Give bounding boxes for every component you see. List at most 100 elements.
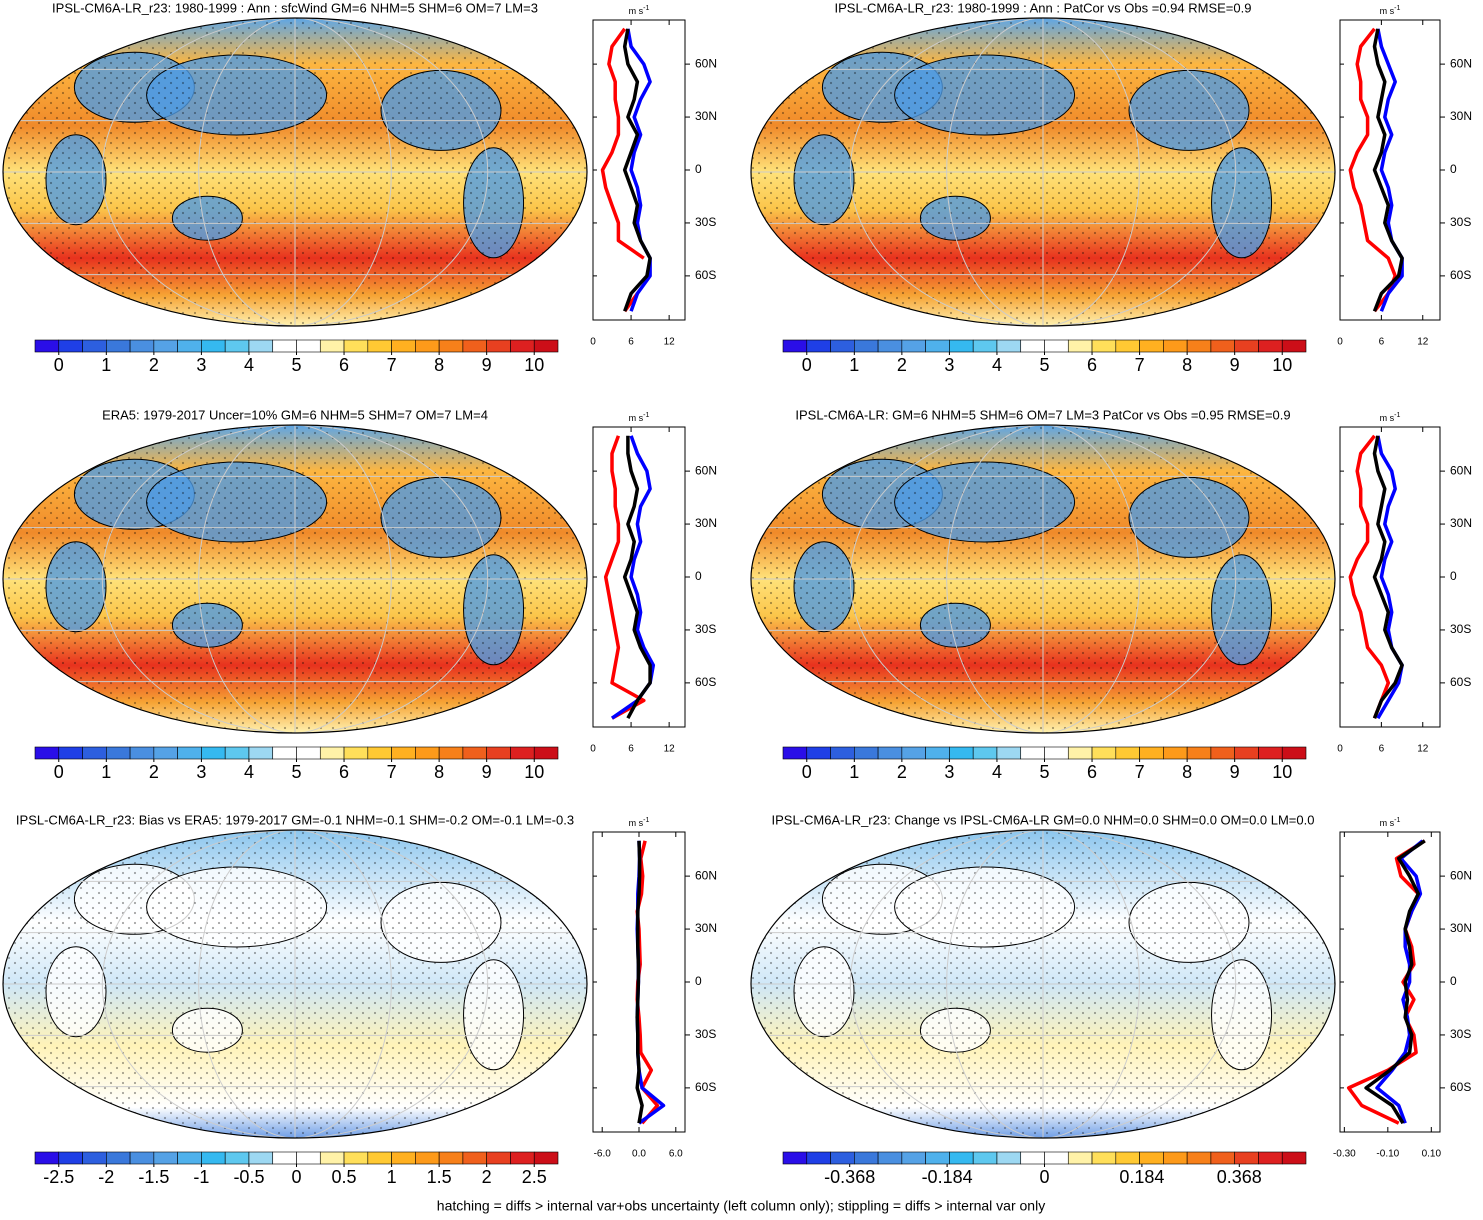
panel-title: IPSL-CM6A-LR_r23: Change vs IPSL-CM6A-LR…: [772, 812, 1315, 827]
colorbar-box: [877, 1151, 903, 1165]
colorbar-box: [129, 1151, 155, 1165]
y-tick-label: 30N: [695, 921, 717, 935]
colorbar-box: [854, 746, 879, 760]
colorbar-box: [925, 1151, 950, 1165]
colorbar-box: [272, 1151, 297, 1165]
profile-frame: [1339, 831, 1441, 1133]
x-tick-label: 0: [590, 744, 596, 755]
colorbar-label: 5: [1039, 355, 1049, 375]
x-tick-label: 6: [1379, 744, 1385, 755]
map-border: [2, 424, 588, 734]
colorbar-box: [462, 746, 487, 760]
profile-line: [1364, 839, 1426, 1125]
colorbar-box: [248, 339, 274, 353]
colorbar-box: [391, 1151, 416, 1165]
colorbar-box: [438, 746, 464, 760]
colorbar-label: -0.184: [922, 1167, 973, 1187]
colorbar-label: 0.5: [332, 1167, 357, 1187]
colorbar-box: [438, 1151, 464, 1165]
units-exp: -1: [643, 817, 649, 824]
panel-title: IPSL-CM6A-LR: GM=6 NHM=5 SHM=6 OM=7 LM=3…: [795, 407, 1290, 422]
colorbar-box: [806, 746, 831, 760]
map-border: [750, 17, 1336, 327]
colorbar-label: 0.184: [1119, 1167, 1164, 1187]
colorbar-box: [1234, 746, 1259, 760]
graticule: [101, 18, 489, 326]
colorbar-box: [949, 746, 974, 760]
graticule: [198, 18, 392, 326]
units-base: m s: [1380, 6, 1395, 16]
y-tick-label: 30S: [695, 622, 716, 636]
colorbar-label: 6: [1087, 355, 1097, 375]
colorbar-box: [1163, 339, 1188, 353]
colorbar-box: [129, 746, 155, 760]
colorbar-box: [224, 1151, 250, 1165]
colorbar-box: [129, 339, 155, 353]
y-tick-label: 60N: [695, 56, 717, 70]
colorbar-label: 4: [992, 762, 1002, 782]
profile-frame: [1339, 426, 1441, 728]
colorbar-box: [949, 339, 974, 353]
colorbar-box: [34, 339, 60, 353]
units-base: m s: [629, 818, 644, 828]
y-tick-label: 30S: [1450, 1027, 1471, 1041]
map-border: [2, 17, 588, 327]
profile-units: m s-1: [1380, 412, 1401, 424]
colorbar-box: [1163, 1151, 1188, 1165]
map-overlay: [3, 425, 587, 733]
colorbar-box: [925, 746, 950, 760]
graticule: [946, 830, 1140, 1138]
colorbar-box: [1067, 746, 1093, 760]
y-tick-label: 60S: [1450, 675, 1471, 689]
y-tick-label: 30S: [695, 215, 716, 229]
y-tick-label: 30N: [1450, 921, 1472, 935]
map-border: [2, 829, 588, 1139]
colorbar-box: [34, 746, 60, 760]
panel-title: ERA5: 1979-2017 Uncer=10% GM=6 NHM=5 SHM…: [102, 407, 488, 422]
colorbar-box: [224, 339, 250, 353]
colorbar-box: [533, 339, 559, 353]
y-tick-label: 60S: [695, 268, 716, 282]
profile-line: [635, 840, 644, 1124]
colorbar-label: 2.5: [522, 1167, 547, 1187]
colorbar-box: [996, 746, 1022, 760]
profile-line: [1372, 435, 1404, 719]
graticule: [198, 425, 392, 733]
units-base: m s: [1380, 413, 1395, 423]
colorbar-box: [343, 339, 369, 353]
colorbar-box: [296, 1151, 321, 1165]
colorbar-box: [1163, 746, 1188, 760]
y-tick-label: 60S: [695, 675, 716, 689]
colorbar-box: [925, 339, 950, 353]
colorbar-label: -1: [193, 1167, 209, 1187]
colorbar-box: [224, 746, 250, 760]
x-tick-label: 0: [1337, 744, 1343, 755]
profile-line: [1372, 28, 1404, 312]
x-tick-label: -0.30: [1333, 1149, 1356, 1160]
colorbar-box: [830, 339, 855, 353]
colorbar-box: [1115, 746, 1140, 760]
colorbar-box: [1139, 339, 1164, 353]
colorbar-box: [1139, 746, 1164, 760]
colorbar-box: [58, 339, 83, 353]
colorbar-box: [782, 1151, 808, 1165]
y-tick-label: 30N: [1450, 109, 1472, 123]
y-tick-label: 0: [1450, 974, 1457, 988]
x-tick-label: 6: [1379, 337, 1385, 348]
colorbar-box: [391, 746, 416, 760]
map: [2, 829, 588, 1139]
colorbar-label: 7: [1135, 355, 1145, 375]
x-tick-label: -0.10: [1376, 1149, 1399, 1160]
colorbar-label: 10: [524, 355, 544, 375]
profile-frame: [592, 19, 686, 321]
map-overlay: [3, 18, 587, 326]
y-tick-label: 0: [695, 569, 702, 583]
profile-line: [1375, 839, 1424, 1124]
colorbar-box: [877, 746, 903, 760]
colorbar-label: 10: [1272, 355, 1292, 375]
colorbar-box: [343, 746, 369, 760]
colorbar-box: [510, 1151, 535, 1165]
colorbar-box: [1020, 339, 1045, 353]
colorbar-box: [58, 1151, 83, 1165]
units-exp: -1: [643, 412, 649, 419]
